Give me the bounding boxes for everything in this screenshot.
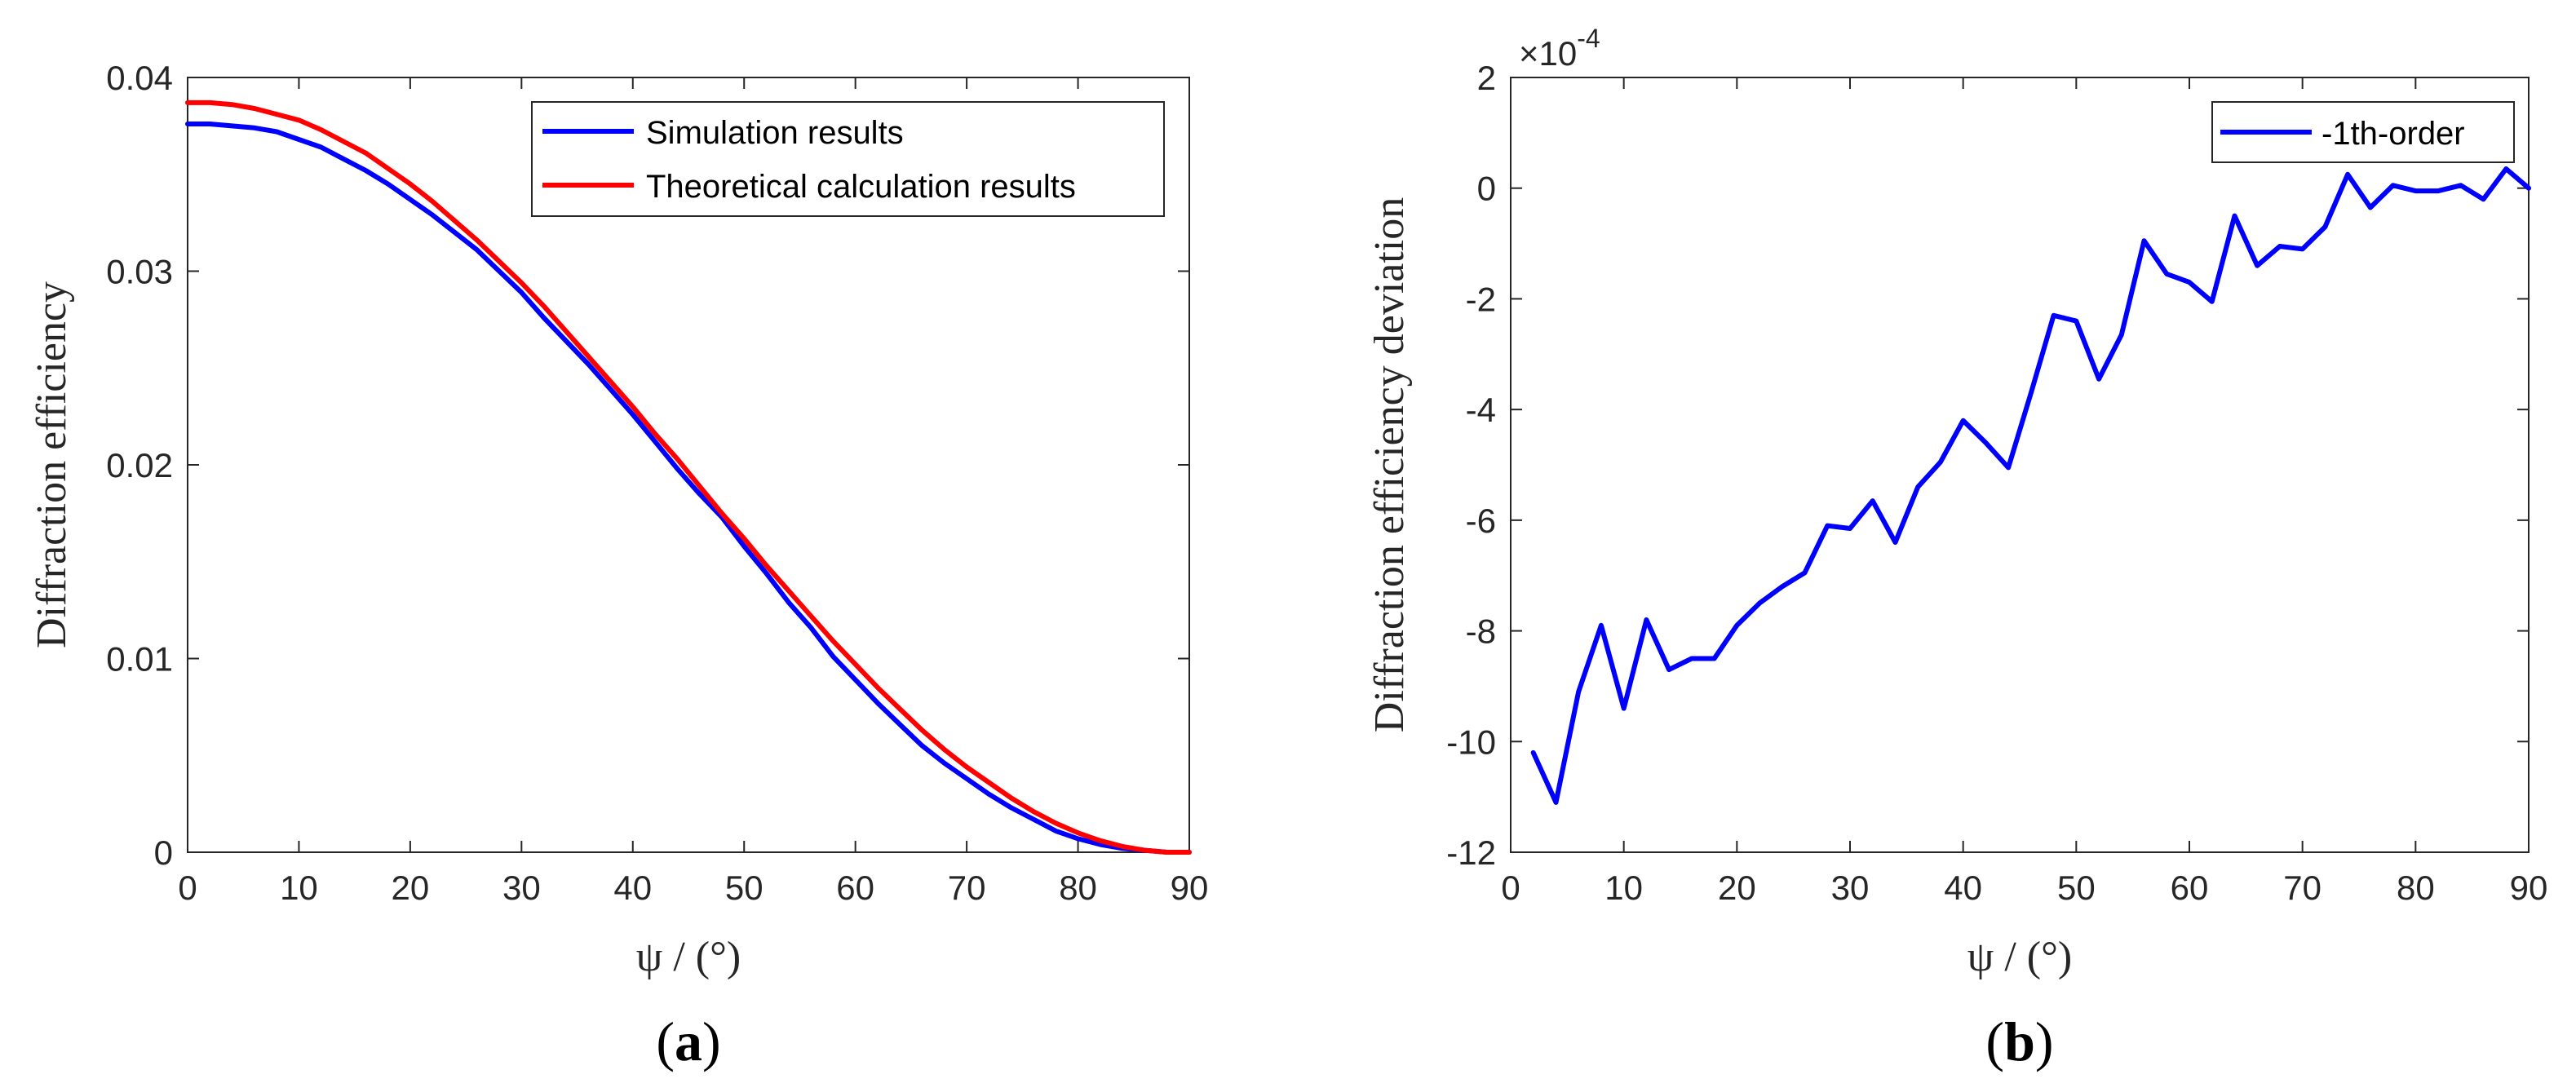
x-tick-label: 60 [836,869,874,907]
chart-b-y-axis-label: Diffraction efficiency deviation [1366,197,1413,732]
x-tick-label: 50 [2057,869,2096,907]
y-tick-label: 0 [1477,170,1496,208]
x-tick-label: 10 [280,869,318,907]
chart-a-caption: (a) [656,1010,720,1072]
y-tick-label: -6 [1466,502,1496,540]
chart-a-x-axis-label: ψ / (°) [636,934,741,980]
x-tick-label: 50 [725,869,764,907]
legend-label-simulation: Simulation results [646,115,904,151]
x-tick-label: 40 [613,869,652,907]
chart-a-y-axis-label: Diffraction efficiency [29,281,75,648]
chart-b-x-ticks: 0 10 20 30 40 50 60 70 80 90 [1501,77,2547,907]
y-tick-label: -8 [1466,612,1496,651]
chart-b-caption: (b) [1985,1010,2053,1072]
chart-b-plot-area [1510,77,2530,853]
x-tick-label: 60 [2171,869,2209,907]
x-tick-label: 0 [178,869,197,907]
x-tick-label: 70 [2283,869,2321,907]
x-tick-label: 30 [1831,869,1870,907]
chart-b-caption-letter: b [2004,1010,2035,1072]
x-tick-label: 80 [1059,869,1097,907]
x-tick-label: 90 [1171,869,1209,907]
y-tick-label: -2 [1466,280,1496,318]
chart-a-caption-letter: a [675,1010,702,1072]
x-tick-label: 20 [1718,869,1756,907]
y-tick-label: 0 [154,833,173,872]
chart-b-legend: -1th-order [2211,101,2515,163]
chart-b-lines [1530,166,2531,805]
y-tick-label: -10 [1446,723,1496,761]
x-tick-label: 80 [2397,869,2435,907]
chart-a: 0 10 20 30 40 50 60 70 80 90 0 0.01 0.02 0.03 0.04 Si… [29,59,1208,1072]
x-tick-label: 90 [2510,869,2548,907]
series-line-simulation-results [185,122,1192,855]
y-tick-label: -4 [1466,391,1496,429]
x-tick-label: 10 [1604,869,1643,907]
chart-b-y-ticks: -12 -10 -8 -6 -4 -2 0 2 [1446,59,2529,872]
chart-a-lines [185,99,1192,855]
x-tick-label: 40 [1944,869,1982,907]
chart-a-legend: Simulation results Theoretical calculati… [531,101,1165,217]
chart-a-y-ticks: 0 0.01 0.02 0.03 0.04 [106,59,1189,872]
y-tick-label: 2 [1477,59,1496,97]
legend-label-theoretical: Theoretical calculation results [646,169,1076,205]
chart-a-x-ticks: 0 10 20 30 40 50 60 70 80 90 [178,77,1208,907]
chart-b: 0 10 20 30 40 50 60 70 80 90 -12 -10 -8 -6 -4 -2 0 2 ×10… [1366,24,2547,1072]
x-tick-label: 20 [392,869,430,907]
x-tick-label: 30 [502,869,541,907]
chart-a-legend-box [531,101,1165,217]
x-tick-label: 70 [948,869,986,907]
series-line-theoretical-calculation-results [185,99,1192,855]
chart-b-scale-exponent: -4 [1577,24,1600,53]
chart-b-scale-factor: ×10-4 [1519,24,1600,73]
y-tick-label: 0.01 [106,640,173,679]
y-tick-label: 0.03 [106,253,173,291]
y-tick-label: -12 [1446,833,1496,872]
chart-b-scale-base: ×10 [1519,34,1577,73]
y-tick-label: 0.04 [106,59,173,97]
legend-label-first-order: -1th-order [2321,116,2465,152]
y-tick-label: 0.02 [106,446,173,484]
chart-b-x-axis-label: ψ / (°) [1967,934,2072,980]
x-tick-label: 0 [1501,869,1520,907]
